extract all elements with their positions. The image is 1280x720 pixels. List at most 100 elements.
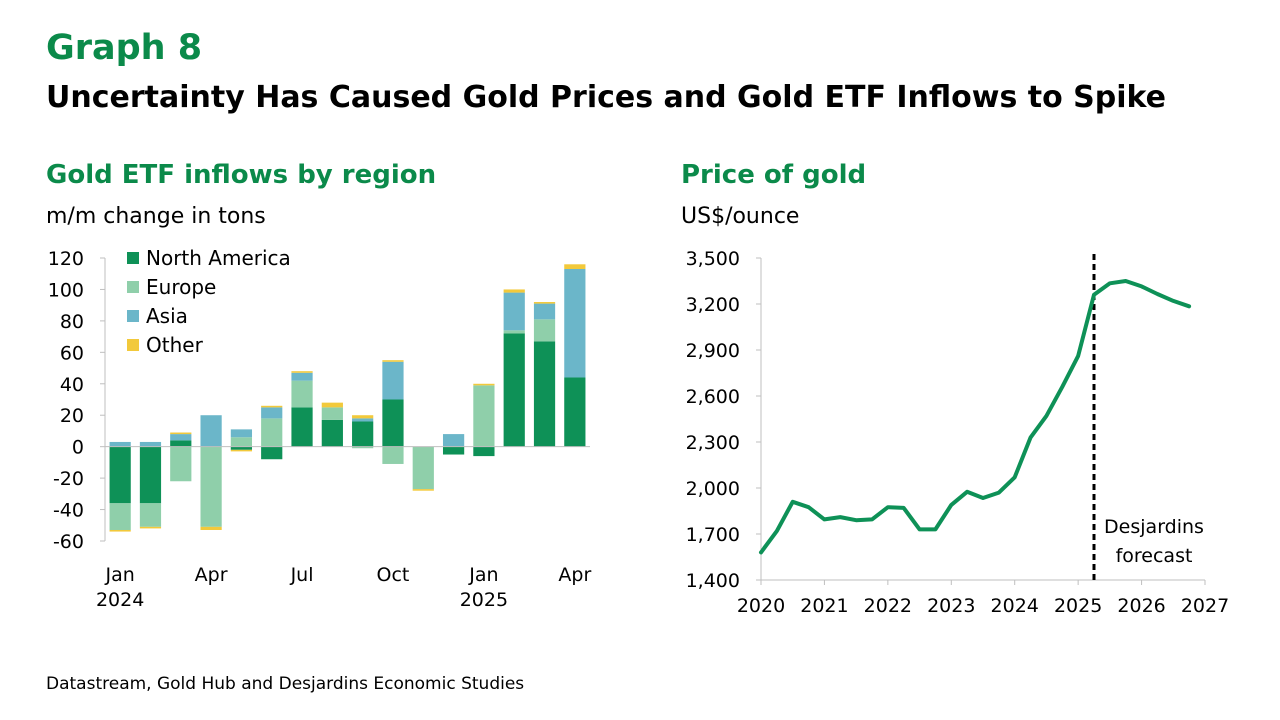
x-tick-label: 2021 [800,595,848,617]
price-chart-title: Price of gold [681,160,867,190]
bar-north-america [170,440,192,447]
bar-europe [503,330,525,334]
forecast-annotation: Desjardins [1104,516,1204,538]
bar-asia [352,418,374,422]
y-tick-label: 80 [60,311,84,333]
y-tick-label: 2,900 [686,340,740,362]
etf-chart-units: m/m change in tons [46,204,266,229]
bar-europe [200,446,222,527]
y-tick-label: 3,500 [686,248,740,270]
bar-other [139,526,162,529]
x-tick-label: 2022 [864,595,912,617]
bar-north-america [442,446,465,455]
bar-asia [170,434,192,441]
price-chart-units: US$/ounce [681,204,800,229]
bar-asia [442,434,465,447]
bar-north-america [533,341,556,447]
legend-label-other: Other [146,333,204,357]
legend-swatch-north-america [127,252,139,264]
x-tick-label: 2024 [991,595,1039,617]
bar-other [382,360,404,362]
x-tick-label: Apr [558,564,591,586]
bar-europe [139,503,162,527]
legend-swatch-asia [127,310,139,322]
gold-price-line [759,279,1192,555]
legend-label-north-america: North America [146,246,291,270]
bar-other [291,371,313,373]
forecast-annotation: forecast [1116,545,1193,567]
bar-other [230,449,253,452]
bar-north-america [564,377,586,447]
bar-other [200,526,222,530]
bar-europe [533,319,556,342]
bar-asia [230,429,253,438]
x-tick-label: 2026 [1117,595,1165,617]
y-tick-label: 40 [60,374,84,396]
y-tick-label: 2,600 [686,386,740,408]
bar-europe [261,418,283,447]
bar-north-america [291,407,313,447]
x-tick-label: Apr [195,564,228,586]
x-tick-label: 2024 [96,589,144,611]
bar-other [503,289,525,293]
bar-asia [291,372,313,381]
etf-inflows-chart: -60 -40 -20 0 20 40 60 80 100 120 Jan 2024 Apr Jul Oct… [48,246,592,611]
bar-other [412,489,434,491]
bar-other [533,302,556,304]
bar-north-america [230,446,253,450]
y-tick-label: 0 [72,437,84,459]
x-tick-label: 2025 [460,589,508,611]
bar-asia [261,407,283,419]
bar-north-america [109,446,131,504]
x-tick-label: 2020 [737,595,785,617]
y-tick-label: 3,200 [686,294,740,316]
graph-label: Graph 8 [46,28,203,68]
bar-asia [382,361,404,400]
etf-chart-title: Gold ETF inflows by region [46,160,437,190]
y-tick-label: 20 [60,405,84,427]
legend-label-europe: Europe [146,275,216,299]
x-tick-label: Jan [105,564,135,586]
bar-north-america [261,446,283,460]
x-tick-label: 2023 [927,595,975,617]
x-tick-label: 2025 [1054,595,1102,617]
bar-europe [230,437,253,447]
bar-asia [564,269,586,378]
bar-europe [109,503,131,530]
legend-swatch-europe [127,281,139,293]
source-note: Datastream, Gold Hub and Desjardins Econ… [46,674,525,694]
bar-europe [170,446,192,482]
x-tick-label: Jan [468,564,498,586]
bar-asia [533,303,556,320]
bar-north-america [321,419,343,447]
bar-other [321,402,343,408]
bar-north-america [139,446,162,504]
y-tick-label: 1,700 [686,524,740,546]
bar-europe [473,385,495,447]
y-tick-label: -60 [53,531,84,553]
y-tick-label: 1,400 [686,570,740,592]
y-tick-label: 60 [60,342,84,364]
bar-other [352,415,374,419]
bar-europe [382,446,404,464]
y-tick-label: 100 [48,279,84,301]
bar-north-america [503,333,525,447]
bar-asia [139,441,162,447]
gold-price-chart: 1,400 1,700 2,000 2,300 2,600 2,900 3,200 3,500… [686,248,1230,617]
y-tick-label: -20 [53,468,84,490]
bar-other [564,264,586,270]
bar-europe [412,446,434,490]
x-tick-label: 2027 [1181,595,1229,617]
bar-europe [352,446,374,449]
legend-swatch-other [127,339,139,351]
y-tick-label: 120 [48,248,84,270]
bar-north-america [352,421,374,447]
legend-label-asia: Asia [146,304,188,328]
bar-north-america [382,399,404,447]
bar-asia [109,441,131,447]
y-tick-label: 2,300 [686,432,740,454]
main-title: Uncertainty Has Caused Gold Prices and G… [46,80,1167,115]
x-tick-label: Oct [377,564,410,586]
bar-other [170,432,192,435]
y-tick-label: 2,000 [686,478,740,500]
